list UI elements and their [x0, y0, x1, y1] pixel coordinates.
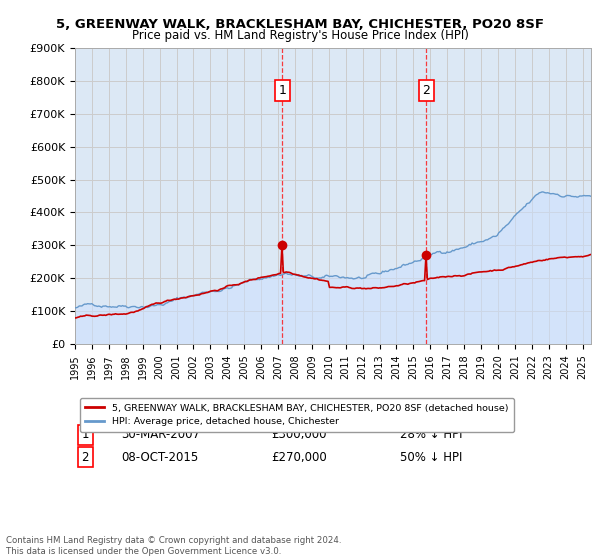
Text: Price paid vs. HM Land Registry's House Price Index (HPI): Price paid vs. HM Land Registry's House … [131, 29, 469, 42]
Text: 50% ↓ HPI: 50% ↓ HPI [400, 451, 463, 464]
Text: £270,000: £270,000 [271, 451, 327, 464]
Text: 08-OCT-2015: 08-OCT-2015 [121, 451, 199, 464]
Text: 30-MAR-2007: 30-MAR-2007 [121, 428, 200, 441]
Text: 28% ↓ HPI: 28% ↓ HPI [400, 428, 463, 441]
Text: Contains HM Land Registry data © Crown copyright and database right 2024.
This d: Contains HM Land Registry data © Crown c… [6, 536, 341, 556]
Legend: 5, GREENWAY WALK, BRACKLESHAM BAY, CHICHESTER, PO20 8SF (detached house), HPI: A: 5, GREENWAY WALK, BRACKLESHAM BAY, CHICH… [80, 398, 514, 432]
Text: £300,000: £300,000 [271, 428, 326, 441]
Text: 2: 2 [82, 451, 89, 464]
Text: 2: 2 [422, 84, 430, 97]
Text: 1: 1 [82, 428, 89, 441]
Text: 1: 1 [278, 84, 286, 97]
Text: 5, GREENWAY WALK, BRACKLESHAM BAY, CHICHESTER, PO20 8SF: 5, GREENWAY WALK, BRACKLESHAM BAY, CHICH… [56, 18, 544, 31]
